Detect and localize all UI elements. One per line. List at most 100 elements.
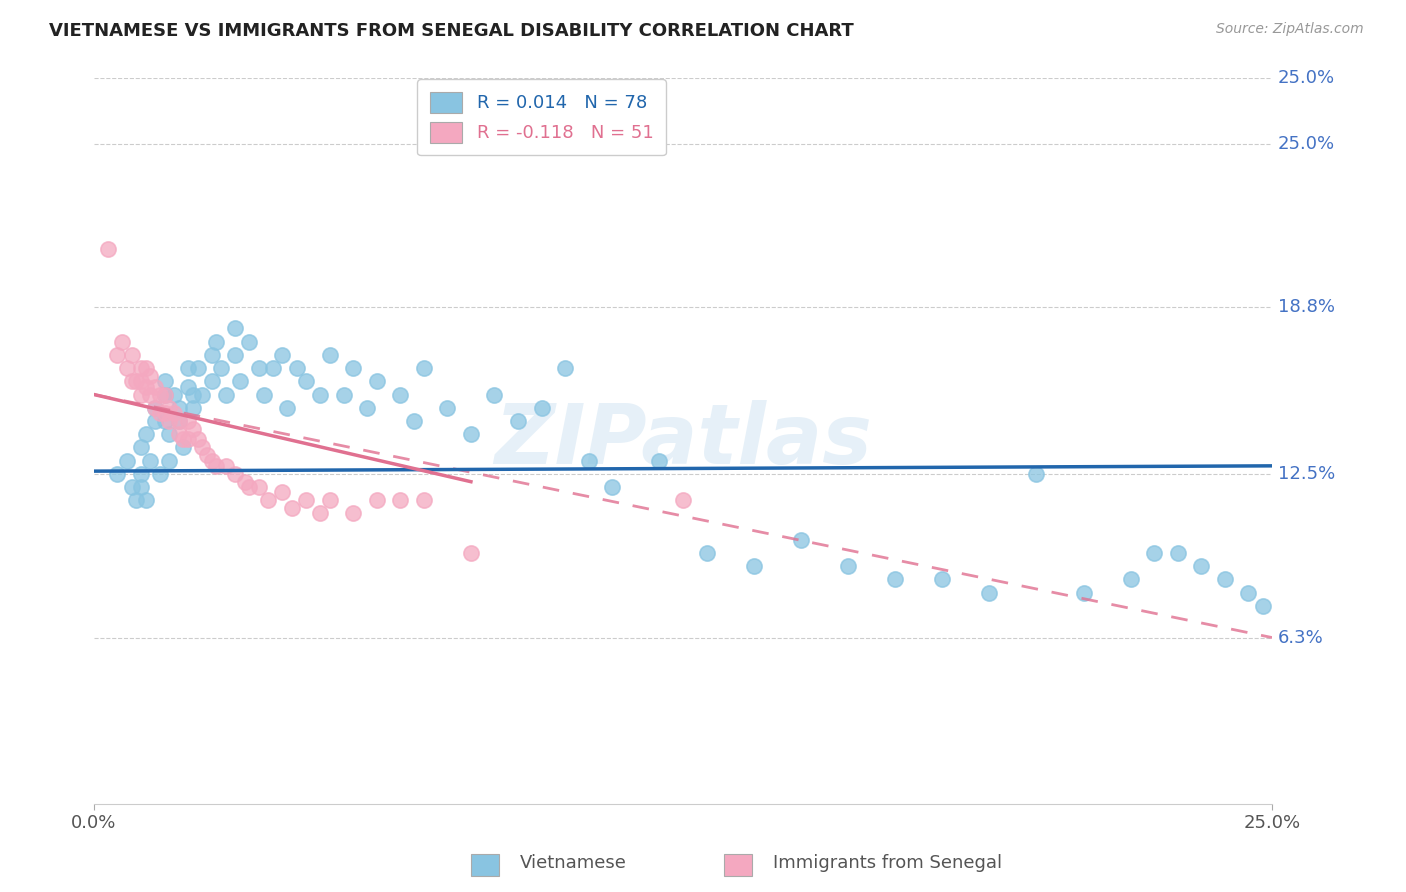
- Point: [163, 406, 186, 420]
- Point: [332, 387, 354, 401]
- Point: [121, 348, 143, 362]
- Point: [157, 401, 180, 415]
- Point: [436, 401, 458, 415]
- Point: [342, 507, 364, 521]
- Point: [342, 361, 364, 376]
- Point: [172, 441, 194, 455]
- Point: [271, 485, 294, 500]
- Point: [389, 387, 412, 401]
- Point: [1237, 585, 1260, 599]
- Point: [1189, 559, 1212, 574]
- Point: [181, 422, 204, 436]
- Point: [167, 414, 190, 428]
- Text: ZIPatlas: ZIPatlas: [494, 401, 872, 482]
- Point: [672, 493, 695, 508]
- Point: [931, 573, 953, 587]
- Point: [107, 348, 129, 362]
- Point: [366, 493, 388, 508]
- Point: [229, 374, 252, 388]
- Point: [233, 475, 256, 489]
- Point: [129, 374, 152, 388]
- Point: [177, 433, 200, 447]
- Point: [143, 401, 166, 415]
- Text: VIETNAMESE VS IMMIGRANTS FROM SENEGAL DISABILITY CORRELATION CHART: VIETNAMESE VS IMMIGRANTS FROM SENEGAL DI…: [49, 22, 853, 40]
- Point: [247, 361, 270, 376]
- Point: [201, 453, 224, 467]
- Point: [389, 493, 412, 508]
- Point: [309, 387, 332, 401]
- Point: [356, 401, 378, 415]
- Point: [157, 414, 180, 428]
- Point: [143, 414, 166, 428]
- Point: [163, 387, 186, 401]
- Point: [295, 374, 318, 388]
- Point: [177, 414, 200, 428]
- Point: [1119, 573, 1142, 587]
- Bar: [724, 854, 752, 876]
- Point: [187, 361, 209, 376]
- Point: [129, 467, 152, 481]
- Point: [837, 559, 859, 574]
- Point: [790, 533, 813, 547]
- Point: [205, 334, 228, 349]
- Point: [177, 379, 200, 393]
- Text: 25.0%: 25.0%: [1278, 135, 1336, 153]
- Point: [121, 480, 143, 494]
- Point: [143, 401, 166, 415]
- Point: [153, 414, 176, 428]
- Point: [167, 401, 190, 415]
- Point: [129, 480, 152, 494]
- Point: [281, 501, 304, 516]
- Text: Source: ZipAtlas.com: Source: ZipAtlas.com: [1216, 22, 1364, 37]
- Point: [201, 348, 224, 362]
- Point: [484, 387, 506, 401]
- Point: [139, 369, 162, 384]
- Point: [979, 585, 1001, 599]
- Point: [205, 458, 228, 473]
- Point: [125, 493, 148, 508]
- Point: [1073, 585, 1095, 599]
- Point: [247, 480, 270, 494]
- Point: [139, 387, 162, 401]
- Point: [135, 427, 157, 442]
- Point: [125, 374, 148, 388]
- Point: [153, 387, 176, 401]
- Point: [129, 387, 152, 401]
- Point: [191, 387, 214, 401]
- Point: [742, 559, 765, 574]
- Point: [153, 387, 176, 401]
- Point: [153, 406, 176, 420]
- Point: [143, 379, 166, 393]
- Point: [285, 361, 308, 376]
- Point: [252, 387, 274, 401]
- Point: [366, 374, 388, 388]
- Point: [404, 414, 426, 428]
- Point: [412, 361, 434, 376]
- Text: Immigrants from Senegal: Immigrants from Senegal: [773, 855, 1002, 872]
- Point: [167, 427, 190, 442]
- Point: [215, 387, 238, 401]
- Point: [167, 414, 190, 428]
- Point: [554, 361, 576, 376]
- Point: [295, 493, 318, 508]
- Point: [149, 387, 172, 401]
- Point: [318, 348, 340, 362]
- Point: [460, 546, 482, 560]
- Point: [97, 242, 120, 256]
- Point: [224, 348, 246, 362]
- Point: [149, 406, 172, 420]
- Point: [318, 493, 340, 508]
- Point: [648, 453, 671, 467]
- Point: [181, 387, 204, 401]
- Point: [530, 401, 553, 415]
- Point: [1167, 546, 1189, 560]
- Point: [107, 467, 129, 481]
- Text: 25.0%: 25.0%: [1278, 69, 1336, 87]
- Point: [257, 493, 280, 508]
- Point: [129, 361, 152, 376]
- Text: 12.5%: 12.5%: [1278, 465, 1336, 483]
- Bar: [471, 854, 499, 876]
- Point: [1213, 573, 1236, 587]
- Point: [129, 441, 152, 455]
- Point: [115, 453, 138, 467]
